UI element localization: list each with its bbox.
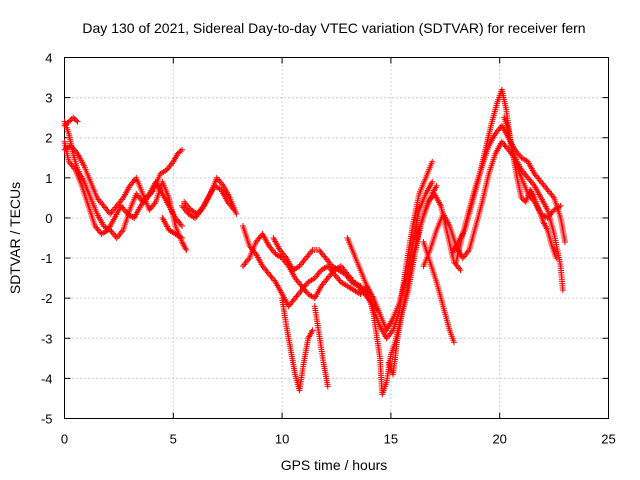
data-point bbox=[233, 210, 240, 217]
x-tick-label: 5 bbox=[170, 432, 177, 447]
y-tick-label: -4 bbox=[41, 371, 53, 386]
data-point bbox=[457, 267, 464, 274]
data-point bbox=[71, 116, 78, 123]
data-point bbox=[65, 118, 72, 125]
axis-ticks: 0 5 10 15 20 25 -5 -4 -3 -2 -1 0 1 2 3 4 bbox=[41, 51, 616, 447]
data-point bbox=[179, 235, 186, 241]
y-tick-label: 4 bbox=[45, 51, 52, 66]
data-layer bbox=[61, 86, 568, 398]
x-tick-label: 10 bbox=[275, 432, 289, 447]
data-point bbox=[73, 117, 80, 124]
x-tick-label: 15 bbox=[384, 432, 398, 447]
data-point bbox=[433, 182, 440, 189]
y-tick-label: -2 bbox=[41, 291, 53, 306]
data-point bbox=[62, 121, 69, 128]
data-point bbox=[374, 307, 381, 314]
data-point bbox=[177, 148, 184, 155]
y-tick-label: 2 bbox=[45, 131, 52, 146]
x-tick-label: 25 bbox=[601, 432, 615, 447]
data-point bbox=[309, 327, 316, 334]
chart-title: Day 130 of 2021, Sidereal Day-to-day VTE… bbox=[82, 20, 585, 36]
data-point bbox=[429, 158, 436, 165]
data-point bbox=[553, 255, 560, 262]
data-point bbox=[174, 150, 181, 157]
data-point bbox=[67, 117, 74, 124]
plot-frame bbox=[64, 57, 609, 419]
data-point bbox=[561, 239, 568, 246]
series-sdtvar bbox=[61, 86, 568, 398]
data-point bbox=[518, 194, 525, 201]
data-point bbox=[519, 196, 526, 203]
y-tick-label: -1 bbox=[41, 251, 53, 266]
data-point bbox=[179, 222, 186, 229]
y-axis-label: SDTVAR / TECUs bbox=[7, 182, 23, 294]
y-tick-label: -3 bbox=[41, 331, 53, 346]
x-axis-label: GPS time / hours bbox=[281, 457, 388, 473]
data-point bbox=[183, 247, 190, 254]
data-point bbox=[559, 287, 566, 294]
grid bbox=[64, 57, 609, 419]
data-point bbox=[74, 118, 81, 125]
data-point bbox=[176, 149, 183, 156]
data-point bbox=[179, 146, 186, 153]
x-tick-label: 20 bbox=[492, 432, 506, 447]
x-tick-label: 0 bbox=[61, 432, 68, 447]
data-point bbox=[324, 383, 331, 390]
y-tick-label: 0 bbox=[45, 211, 52, 226]
data-point bbox=[429, 178, 436, 185]
data-point bbox=[451, 339, 458, 346]
data-point bbox=[61, 122, 68, 129]
data-point bbox=[70, 114, 77, 121]
data-point bbox=[64, 120, 71, 127]
y-tick-label: -5 bbox=[41, 412, 53, 427]
y-tick-label: 1 bbox=[45, 171, 52, 186]
y-tick-label: 3 bbox=[45, 91, 52, 106]
